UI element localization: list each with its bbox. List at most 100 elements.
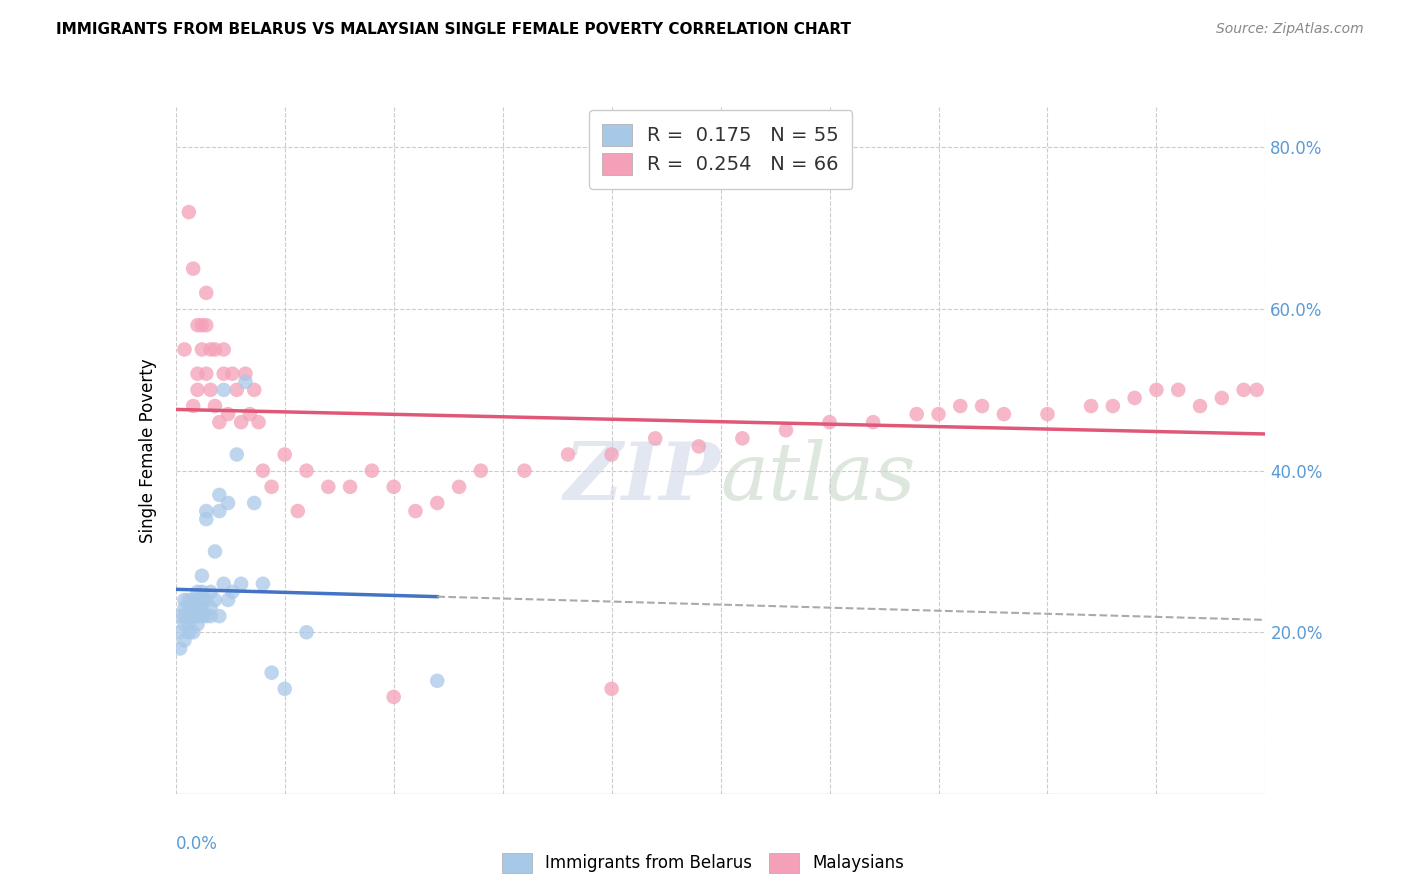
Point [186,367,209,381]
Point [173,633,195,648]
Point [252,576,274,591]
Point [1080,399,1102,413]
Point [426,496,449,510]
Point [181,625,204,640]
Text: 0.0%: 0.0% [176,835,218,853]
Point [1102,399,1125,413]
Point [191,568,214,582]
Point [191,318,214,333]
Point [177,625,200,640]
Point [405,504,427,518]
Point [775,423,797,437]
Point [1211,391,1233,405]
Point [1123,391,1146,405]
Point [318,480,340,494]
Point [181,601,204,615]
Point [235,367,257,381]
Point [217,496,239,510]
Point [225,383,247,397]
Point [818,415,841,429]
Point [513,464,536,478]
Point [186,318,209,333]
Point [181,609,204,624]
Point [382,480,405,494]
Point [382,690,405,704]
Point [221,367,243,381]
Point [208,415,231,429]
Point [1144,383,1167,397]
Point [186,609,209,624]
Point [204,544,226,558]
Point [600,681,623,696]
Point [173,593,195,607]
Point [274,448,297,462]
Point [195,512,218,526]
Point [204,343,226,357]
Point [186,585,209,599]
Point [212,367,235,381]
Point [905,407,928,421]
Point [928,407,950,421]
Point [191,593,214,607]
Point [195,609,218,624]
Point [200,343,222,357]
Point [1189,399,1212,413]
Point [260,480,283,494]
Point [208,488,231,502]
Point [200,601,222,615]
Point [688,439,710,453]
Point [426,673,449,688]
Point [200,585,222,599]
Point [195,593,218,607]
Point [235,375,257,389]
Point [243,496,266,510]
Point [212,576,235,591]
Point [217,593,239,607]
Point [1246,383,1268,397]
Point [295,464,318,478]
Point [169,609,191,624]
Point [191,343,214,357]
Point [195,318,218,333]
Text: ZIP: ZIP [564,439,721,516]
Point [231,415,253,429]
Point [447,480,470,494]
Point [181,593,204,607]
Point [252,464,274,478]
Point [177,609,200,624]
Point [225,448,247,462]
Point [173,601,195,615]
Point [212,383,235,397]
Point [339,480,361,494]
Point [1232,383,1256,397]
Point [173,609,195,624]
Point [970,399,993,413]
Point [231,576,253,591]
Point [200,383,222,397]
Text: IMMIGRANTS FROM BELARUS VS MALAYSIAN SINGLE FEMALE POVERTY CORRELATION CHART: IMMIGRANTS FROM BELARUS VS MALAYSIAN SIN… [56,22,851,37]
Point [177,593,200,607]
Point [221,585,243,599]
Legend: R =  0.175   N = 55, R =  0.254   N = 66: R = 0.175 N = 55, R = 0.254 N = 66 [589,110,852,189]
Point [181,399,204,413]
Point [644,431,666,445]
Point [195,504,218,518]
Point [200,609,222,624]
Point [557,448,579,462]
Point [181,261,204,276]
Point [186,617,209,632]
Point [247,415,270,429]
Point [243,383,266,397]
Point [186,593,209,607]
Point [731,431,754,445]
Point [287,504,309,518]
Point [177,205,200,219]
Point [195,285,218,300]
Point [173,343,195,357]
Point [169,625,191,640]
Point [181,609,204,624]
Point [949,399,972,413]
Point [208,504,231,518]
Legend: Immigrants from Belarus, Malaysians: Immigrants from Belarus, Malaysians [495,847,911,880]
Point [208,609,231,624]
